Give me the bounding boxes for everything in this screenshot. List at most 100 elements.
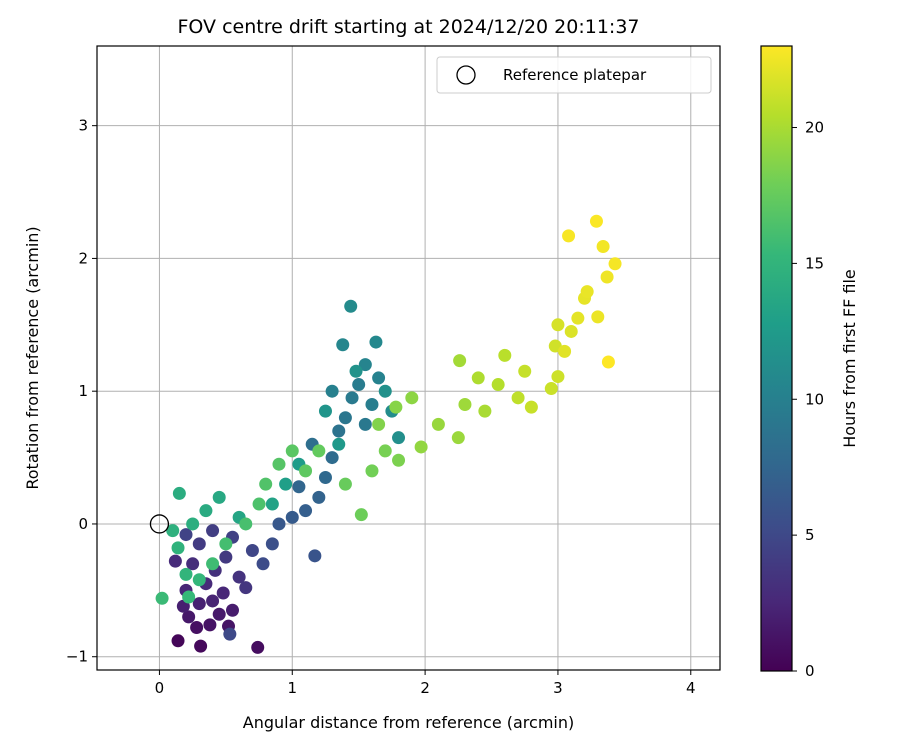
data-point <box>168 554 182 568</box>
data-point <box>206 524 220 538</box>
data-point <box>219 550 233 564</box>
data-point <box>216 586 230 600</box>
data-point <box>272 517 286 531</box>
data-point <box>325 451 339 465</box>
data-point <box>338 411 352 425</box>
data-point <box>349 364 363 378</box>
data-point <box>491 378 505 392</box>
data-point <box>265 497 279 511</box>
data-point <box>239 517 253 531</box>
data-point <box>206 557 220 571</box>
data-point <box>239 581 253 595</box>
data-point <box>369 335 383 349</box>
data-point <box>571 311 585 325</box>
data-point <box>299 504 313 518</box>
reference-platepar-marker <box>149 514 170 534</box>
data-point <box>344 299 358 313</box>
colorbar-tick-label: 15 <box>805 254 824 272</box>
data-point <box>219 537 233 551</box>
data-point <box>338 477 352 491</box>
data-point <box>171 541 185 555</box>
data-point <box>544 382 558 396</box>
y-axis-label: Rotation from reference (arcmin) <box>23 226 42 489</box>
data-point <box>252 497 266 511</box>
scatter-points <box>155 214 622 654</box>
data-point <box>192 597 206 611</box>
reference-marker-layer <box>149 514 170 534</box>
data-point <box>591 310 605 324</box>
data-point <box>458 397 472 411</box>
data-point <box>558 344 572 358</box>
data-point <box>186 557 200 571</box>
data-point <box>336 338 350 352</box>
x-tick-label: 1 <box>287 679 297 697</box>
colorbar-label: Hours from first FF file <box>840 269 859 448</box>
data-point <box>182 590 196 604</box>
plot-frame <box>96 45 721 671</box>
data-point <box>562 229 576 243</box>
data-point <box>325 384 339 398</box>
colorbar-ticks: 0 5 10 15 20 <box>792 119 824 680</box>
y-tick-label: 3 <box>78 117 88 135</box>
data-point <box>453 354 467 368</box>
data-point <box>285 510 299 524</box>
data-point <box>392 431 406 445</box>
data-point <box>259 477 273 491</box>
data-point <box>345 391 359 405</box>
data-point <box>389 400 403 414</box>
data-point <box>608 257 622 271</box>
y-tick-label: −1 <box>66 648 88 666</box>
chart-title: FOV centre drift starting at 2024/12/20 … <box>177 16 639 38</box>
x-tick-label: 2 <box>420 679 430 697</box>
data-point <box>352 378 366 392</box>
data-point <box>365 464 379 478</box>
data-point <box>332 437 346 451</box>
x-axis-label: Angular distance from reference (arcmin) <box>243 713 574 732</box>
data-point <box>471 371 485 385</box>
data-point <box>405 391 419 405</box>
data-point <box>589 214 603 228</box>
data-point <box>172 486 186 500</box>
data-point <box>199 504 213 518</box>
colorbar-tick-label: 0 <box>805 662 815 680</box>
data-point <box>431 417 445 431</box>
data-point <box>478 404 492 418</box>
colorbar-tick-label: 5 <box>805 526 815 544</box>
x-tick-label: 3 <box>553 679 563 697</box>
data-point <box>564 324 578 338</box>
data-point <box>203 618 217 632</box>
data-point <box>206 594 220 608</box>
data-point <box>580 285 594 299</box>
data-point <box>279 477 293 491</box>
colorbar-tick-label: 10 <box>805 390 824 408</box>
data-point <box>378 384 392 398</box>
data-point <box>312 444 326 458</box>
data-point <box>524 400 538 414</box>
data-point <box>245 544 259 558</box>
legend-box <box>436 56 712 94</box>
data-point <box>186 517 200 531</box>
data-point <box>318 470 332 484</box>
data-point <box>354 508 368 522</box>
data-point <box>212 607 226 621</box>
legend-reference-label: Reference platepar <box>503 66 647 84</box>
data-point <box>251 640 265 654</box>
data-point <box>392 453 406 467</box>
data-point <box>299 464 313 478</box>
data-point <box>285 444 299 458</box>
data-point <box>272 457 286 471</box>
data-point <box>498 348 512 362</box>
colorbar: 0 5 10 15 20 Hours from first FF file <box>760 45 859 680</box>
data-point <box>551 370 565 384</box>
data-point <box>358 417 372 431</box>
data-point <box>596 239 610 253</box>
data-point <box>171 634 185 648</box>
data-point <box>372 417 386 431</box>
data-point <box>292 480 306 494</box>
axis-ticks: 0 1 2 3 4 −1 0 1 2 3 <box>66 117 696 697</box>
data-point <box>601 355 615 369</box>
data-point <box>378 444 392 458</box>
data-point <box>256 557 270 571</box>
data-point <box>451 431 465 445</box>
